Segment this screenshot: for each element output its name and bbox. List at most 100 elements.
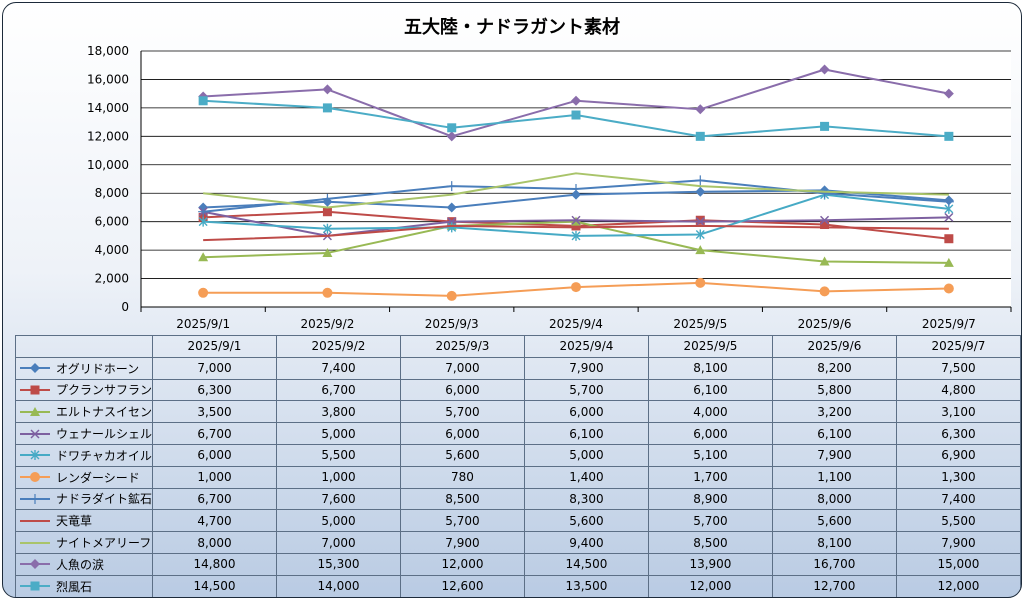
- data-point: [695, 186, 706, 197]
- table-row: 人魚の涙 14,800 15,300 12,000 14,500 13,900 16,700…: [14, 552, 1021, 576]
- table-header-cell: 2025/9/6: [771, 335, 897, 358]
- table-cell: 12,000: [647, 574, 773, 597]
- table-cell: 1,100: [771, 465, 897, 489]
- table-cell: 3,200: [771, 400, 897, 424]
- series-name: ウェナールシェル: [56, 427, 153, 442]
- legend-key-marker: [30, 363, 40, 374]
- table-cell: 6,000: [647, 422, 773, 445]
- series-name: 天竜草: [56, 514, 93, 529]
- table-cell: 1,300: [895, 465, 1021, 489]
- data-point: [820, 215, 830, 225]
- data-point: [695, 215, 705, 225]
- data-point: [943, 283, 954, 294]
- data-point: [322, 84, 333, 95]
- table-cell: 8,900: [647, 487, 773, 511]
- legend-key-marker: [30, 559, 40, 570]
- legend-cell: レンダーシード: [14, 465, 154, 489]
- series-name: ドワチャカオイル: [56, 448, 152, 463]
- table-corner: [14, 335, 154, 358]
- legend-key-icon: [20, 541, 50, 544]
- data-point: [943, 196, 954, 207]
- table-cell: 6,700: [276, 378, 401, 402]
- table-cell: 6,100: [771, 422, 897, 445]
- table-row: ドワチャカオイル 6,000 5,500 5,600 5,000 5,100 7,900 6,…: [14, 443, 1021, 467]
- table-cell: 4,800: [895, 378, 1021, 402]
- table-cell: 5,600: [523, 509, 649, 533]
- y-tick-label: 8,000: [95, 186, 129, 200]
- table-cell: 7,500: [895, 356, 1021, 380]
- legend-key-marker: [30, 493, 40, 504]
- table-cell: 8,100: [647, 356, 773, 380]
- table-row: レンダーシード 1,000 1,000 780 1,400 1,700 1,100 1,300: [14, 465, 1021, 489]
- legend-key-marker: [30, 406, 40, 416]
- table-header-row: 2025/9/1 2025/9/2 2025/9/3 2025/9/4 2025/9/5…: [14, 335, 1021, 358]
- table-cell: 5,500: [276, 443, 401, 467]
- y-tick-label: 0: [121, 300, 129, 314]
- legend-cell: ナイトメアリーフ: [14, 531, 154, 554]
- table-header-cell: 2025/9/7: [895, 335, 1021, 358]
- table-cell: 7,400: [276, 356, 401, 380]
- data-point: [571, 282, 581, 293]
- table-cell: 8,000: [152, 531, 277, 554]
- data-point: [944, 131, 954, 141]
- table-header-cell: 2025/9/2: [276, 335, 401, 358]
- data-point: [446, 202, 457, 213]
- legend-key-icon: [20, 450, 50, 461]
- table-row: ウェナールシェル 6,700 5,000 6,000 6,100 6,000 6,100 6,…: [14, 422, 1021, 445]
- data-point: [819, 64, 830, 75]
- y-tick-label: 4,000: [95, 243, 129, 257]
- legend-cell: エルトナスイセン: [14, 400, 154, 424]
- table-cell: 1,700: [647, 465, 773, 489]
- table-cell: 5,500: [895, 509, 1021, 533]
- table-cell: 5,100: [647, 443, 773, 467]
- table-cell: 6,000: [152, 443, 277, 467]
- legend-key-icon: [20, 581, 50, 591]
- data-point: [820, 121, 830, 131]
- table-cell: 7,000: [152, 356, 277, 380]
- table-cell: 8,000: [771, 487, 897, 511]
- y-tick-label: 6,000: [95, 215, 129, 229]
- x-tick-label: 2025/9/6: [798, 317, 852, 331]
- legend-key-icon: [20, 559, 50, 570]
- data-point: [446, 131, 457, 142]
- data-point: [198, 287, 209, 298]
- table-cell: 5,000: [523, 443, 649, 467]
- table-row: 天竜草 4,700 5,000 5,700 5,600 5,700 5,600 5,500: [14, 509, 1021, 533]
- data-point: [322, 223, 332, 234]
- legend-key-marker: [30, 429, 40, 439]
- series-name: 烈風石: [56, 579, 93, 594]
- data-point: [944, 212, 954, 222]
- data-point: [695, 229, 705, 240]
- table-cell: 14,500: [152, 574, 277, 597]
- table-cell: 7,000: [399, 356, 525, 380]
- table-cell: 13,900: [647, 552, 773, 576]
- table-cell: 5,600: [399, 443, 525, 467]
- y-tick-label: 12,000: [87, 129, 129, 143]
- data-point: [571, 183, 581, 194]
- data-point: [447, 123, 457, 133]
- table-cell: 9,400: [523, 531, 649, 554]
- data-point: [571, 189, 581, 200]
- legend-cell: プクランサフラン: [14, 378, 154, 402]
- table-cell: 8,100: [771, 531, 897, 554]
- table-cell: 6,100: [647, 378, 773, 402]
- series-name: プクランサフラン: [56, 383, 153, 398]
- legend-key-icon: [20, 385, 50, 395]
- legend-cell: 天竜草: [14, 509, 154, 533]
- table-cell: 5,700: [399, 509, 525, 533]
- table-cell: 14,800: [152, 552, 277, 576]
- table-cell: 6,700: [152, 487, 277, 511]
- table-cell: 6,900: [895, 443, 1021, 467]
- y-tick-label: 14,000: [87, 101, 129, 115]
- table-cell: 13,500: [523, 574, 649, 597]
- series-name: ナドラダイト鉱石: [56, 492, 153, 507]
- table-cell: 7,900: [399, 531, 525, 554]
- legend-cell: ウェナールシェル: [14, 422, 154, 445]
- table-cell: 12,000: [399, 552, 525, 576]
- table-cell: 6,000: [399, 378, 525, 402]
- data-point: [819, 188, 830, 199]
- series-name: オグリドホーン: [56, 361, 140, 376]
- table-cell: 7,900: [895, 531, 1021, 554]
- data-point: [447, 222, 457, 233]
